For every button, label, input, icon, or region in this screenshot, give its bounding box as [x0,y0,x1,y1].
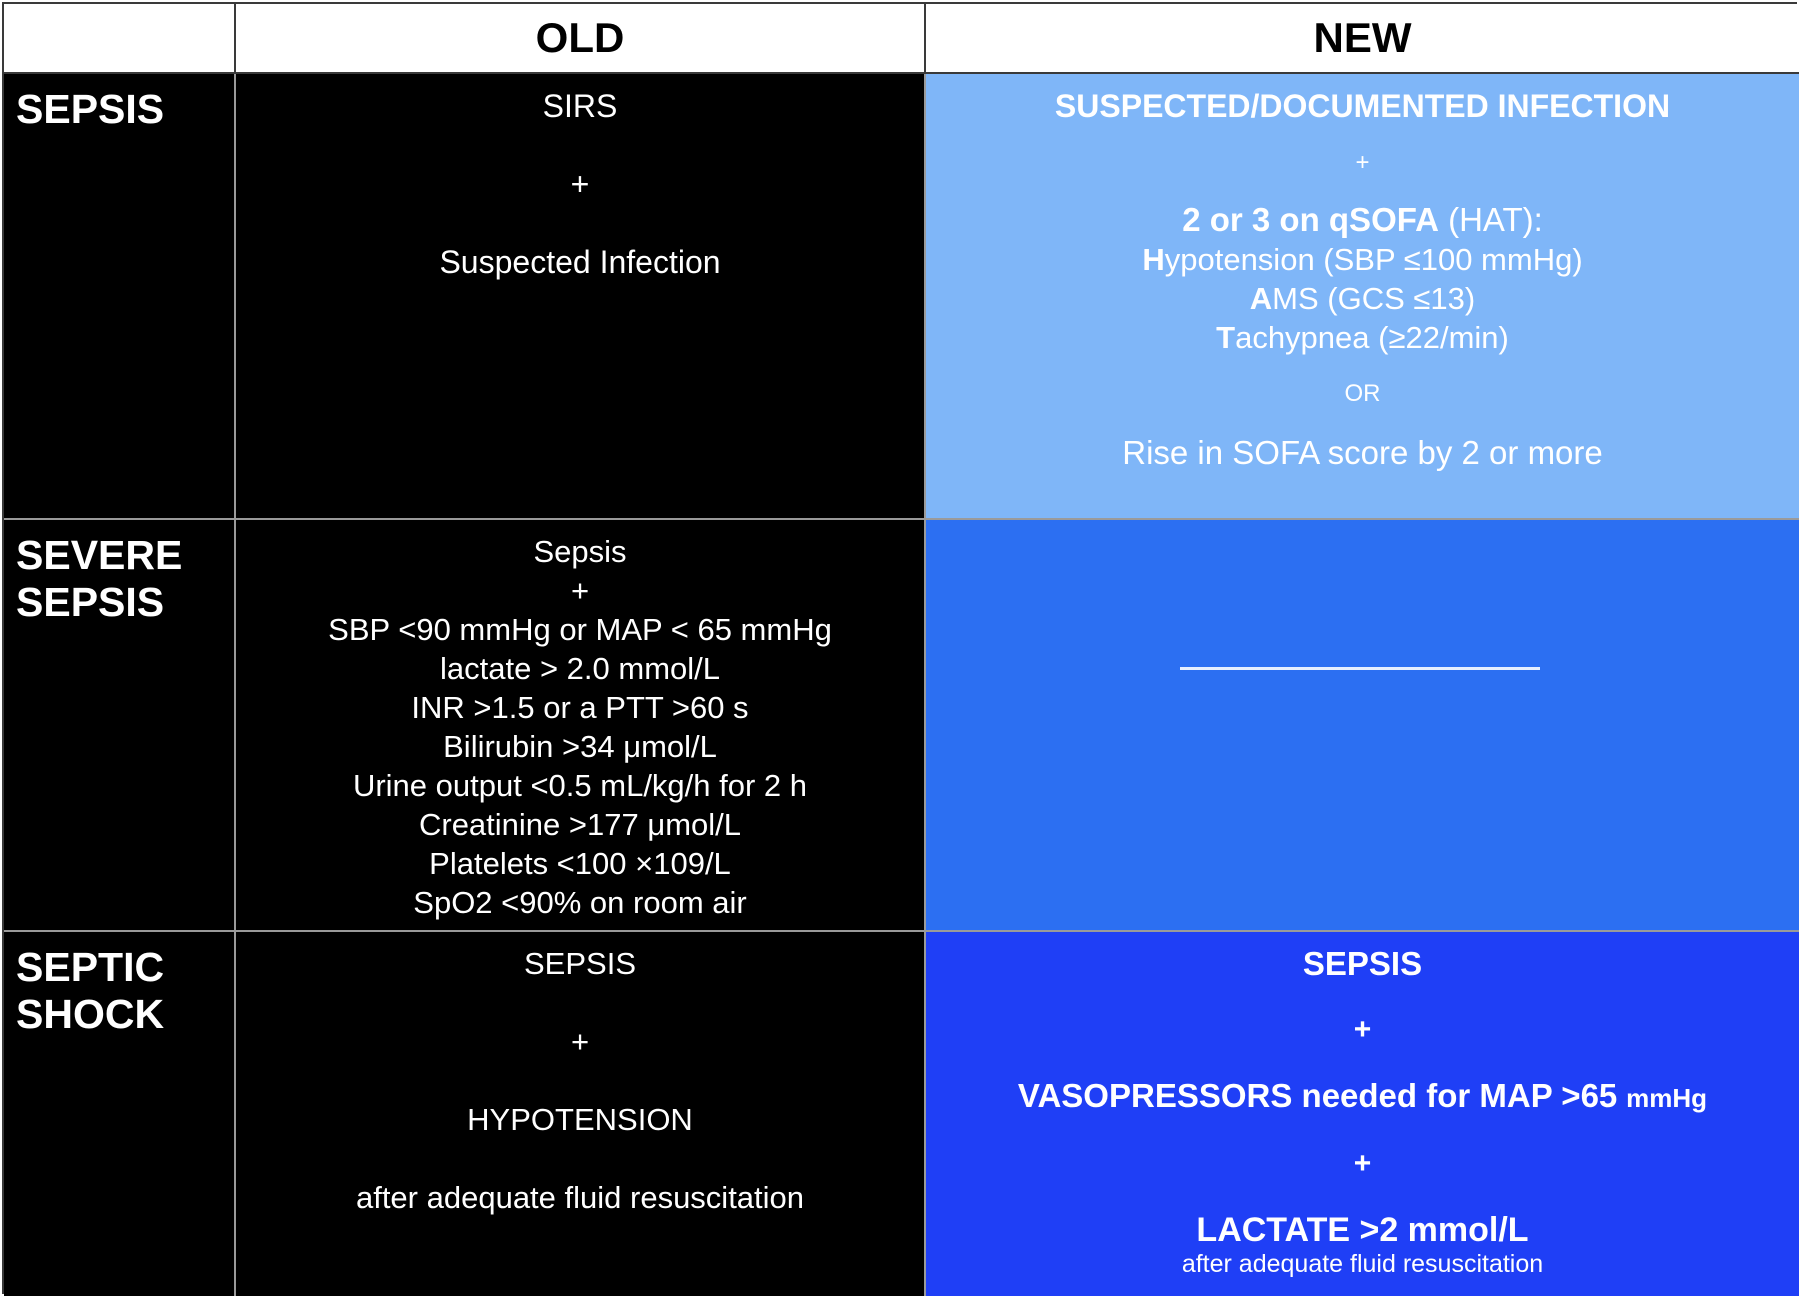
row-label-shock-line2: SHOCK [16,991,165,1037]
row-label-severe-sepsis: SEVERE SEPSIS [4,520,236,932]
sepsis-new-rise: Rise in SOFA score by 2 or more [1122,434,1603,471]
row-label-shock-line1: SEPTIC [16,944,165,990]
t-letter: T [1216,320,1236,355]
sepsis-old-plus: + [570,166,590,202]
not-applicable-line [1180,667,1540,670]
shock-old-line3: after adequate fluid resuscitation [355,1180,805,1215]
row-label-septic-shock: SEPTIC SHOCK [4,932,236,1296]
sepsis-new-plus: + [1355,149,1370,176]
severe-old-line: SBP <90 mmHg or MAP < 65 mmHg [328,612,832,647]
shock-new-foot: after adequate fluid resuscitation [1181,1250,1544,1278]
t-rest: achypnea (≥22/min) [1235,320,1509,355]
a-letter: A [1249,281,1273,316]
shock-new-line1: SEPSIS [1302,945,1423,982]
sepsis-old-cell: SIRS + Suspected Infection [236,74,926,520]
shock-old-line1: SEPSIS [524,946,636,981]
severe-old-line: Bilirubin >34 μmol/L [443,729,717,764]
sepsis-new-cell: SUSPECTED/DOCUMENTED INFECTION + 2 or 3 … [926,74,1799,520]
shock-new-lactate: LACTATE >2 mmol/L [1196,1211,1529,1249]
shock-new-plus1: + [1353,1013,1372,1046]
sepsis-new-or: OR [1344,380,1381,407]
qsofa-bold: 2 or 3 on qSOFA [1182,201,1439,238]
sepsis-old-line1: SIRS [542,88,618,124]
a-rest: MS (GCS ≤13) [1272,281,1476,316]
severe-old-line: SpO2 <90% on room air [413,885,747,920]
sepsis-new-qsofa: 2 or 3 on qSOFA (HAT): [926,200,1799,240]
severe-old-line: INR >1.5 or a PTT >60 s [411,690,749,725]
header-old: OLD [236,4,926,74]
sepsis-old-line2: Suspected Infection [439,244,721,280]
h-letter: H [1142,242,1165,277]
shock-new-plus2: + [1353,1147,1372,1180]
vaso-text: VASOPRESSORS needed for MAP >65 [1017,1077,1618,1114]
severe-old-line: + [570,573,590,608]
row-label-severe-line1: SEVERE [16,532,183,578]
shock-old-line2: HYPOTENSION [467,1102,693,1137]
row-label-sepsis: SEPSIS [4,74,236,520]
row-label-sepsis-text: SEPSIS [16,86,165,132]
severe-old-line: Creatinine >177 μmol/L [418,807,742,842]
severe-old-line: Sepsis [533,534,627,569]
sepsis-new-title: SUSPECTED/DOCUMENTED INFECTION [1054,88,1671,124]
qsofa-rest: (HAT): [1438,201,1543,238]
shock-new-cell: SEPSIS + VASOPRESSORS needed for MAP >65… [926,932,1799,1296]
severe-old-line: Urine output <0.5 mL/kg/h for 2 h [352,768,808,803]
shock-old-plus: + [570,1024,590,1059]
vaso-unit: mmHg [1626,1083,1708,1113]
row-label-severe-line2: SEPSIS [16,579,165,625]
sepsis-new-hypotension: Hypotension (SBP ≤100 mmHg) [926,240,1799,279]
h-rest: ypotension (SBP ≤100 mmHg) [1164,242,1583,277]
severe-old-cell: Sepsis + SBP <90 mmHg or MAP < 65 mmHg l… [236,520,926,932]
severe-old-line: lactate > 2.0 mmol/L [440,651,720,686]
sepsis-new-tachypnea: Tachypnea (≥22/min) [926,318,1799,357]
shock-new-vaso: VASOPRESSORS needed for MAP >65 mmHg [926,1076,1799,1118]
severe-old-line: Platelets <100 ×109/L [429,846,731,881]
severe-new-cell [926,520,1799,932]
header-new: NEW [926,4,1799,74]
header-corner-cell [4,4,236,74]
shock-old-cell: SEPSIS + HYPOTENSION after adequate flui… [236,932,926,1296]
sepsis-new-ams: AMS (GCS ≤13) [926,279,1799,318]
